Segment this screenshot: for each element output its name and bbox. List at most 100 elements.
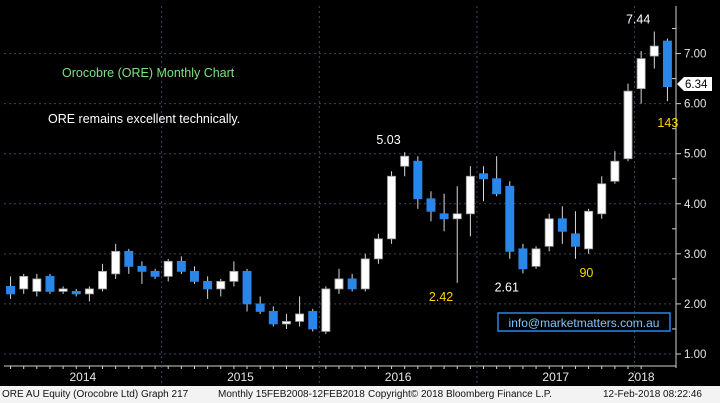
candle-body [557,218,567,232]
candle-body [492,178,502,195]
price-annotation: 2.42 [429,290,453,304]
candle [465,166,475,237]
footer-copyright: Copyright© 2018 Bloomberg Finance L.P. [368,389,552,400]
candle-body [597,183,607,215]
candle [360,253,370,292]
candle [295,296,305,327]
candle-body [111,250,121,275]
candle [281,313,291,329]
candle-body [334,278,344,290]
candle [176,256,186,274]
candle-body [662,40,672,88]
footer-range: Monthly 15FEB2008-12FEB2018 [218,389,365,400]
candle [124,248,134,274]
candle [373,233,383,264]
candle-body [58,288,68,292]
candle [426,191,436,222]
candle [570,211,580,259]
candle [321,286,331,334]
candle-body [137,265,147,272]
candle [98,263,108,292]
candle [347,273,357,292]
candle [649,31,659,69]
candle-body [124,250,134,267]
x-year-label: 2016 [385,370,412,384]
candle-body [387,175,397,240]
candle [334,268,344,294]
candle-body [518,248,528,270]
candle [492,156,502,197]
candle-body [308,311,318,330]
candle [190,266,199,284]
chart-subtitle: ORE remains excellent technically. [48,112,240,126]
candle [387,171,397,244]
candle-body [623,90,633,160]
candle-body [6,285,16,295]
candle [505,181,515,259]
x-year-label: 2018 [628,370,655,384]
candle [203,276,213,299]
last-price-label: 6.34 [685,79,708,91]
candle-body [610,160,620,182]
candle [544,213,554,252]
candle-body [176,260,186,272]
y-tick-label: 7.00 [684,49,706,61]
candles [6,31,672,334]
candle-body [505,185,515,252]
candle-body [360,258,370,290]
y-tick-label: 2.00 [684,299,706,311]
y-tick-label: 4.00 [684,199,706,211]
candle [268,306,278,327]
candle [400,152,410,177]
candle [84,286,94,302]
candle [137,261,147,284]
candle-body [19,275,29,290]
candle [111,243,121,279]
candle [439,193,449,232]
candle [6,276,16,299]
y-tick-label: 3.00 [684,249,706,261]
candle [584,208,594,254]
price-annotation: 7.44 [626,13,650,27]
x-year-label: 2015 [227,370,254,384]
candle [597,176,607,219]
x-year-label: 2017 [542,370,569,384]
candle [255,296,265,314]
candle-body [216,280,226,290]
candle-body [544,218,554,247]
candle-body [373,238,383,260]
candle-body [229,270,239,282]
candle-body [98,270,108,290]
candle [32,273,42,297]
candle [452,186,462,283]
candle-body [413,160,423,200]
footer-security: ORE AU Equity (Orocobre Ltd) Graph 217 [2,389,189,400]
price-annotation: 143 [657,116,678,130]
candle-body [268,311,278,325]
price-annotation: 5.03 [376,133,400,147]
candle [479,166,488,202]
candle-body [295,313,305,322]
candle-body [439,213,449,220]
candle-body [400,155,410,167]
candle-body [242,270,252,305]
candle-body [150,270,160,277]
candle-body [190,270,199,282]
candle [557,206,567,244]
y-axis-ticks: 1.00 2.00 3.00 4.00 5.00 6.00 7.00 [672,6,706,368]
candle-body [281,321,291,325]
candle [58,286,68,294]
email-box[interactable]: info@marketmatters.com.au [497,312,671,332]
candle [531,246,541,269]
candle-body [321,288,331,332]
candle [242,268,252,312]
candle-body [203,280,213,290]
candle [71,288,81,297]
grid-lines [4,53,674,355]
candle [229,261,239,287]
candle-body [479,173,488,180]
email-text[interactable]: info@marketmatters.com.au [509,316,660,330]
candle [19,273,29,294]
x-year-label: 2014 [69,370,96,384]
candle [636,51,646,104]
